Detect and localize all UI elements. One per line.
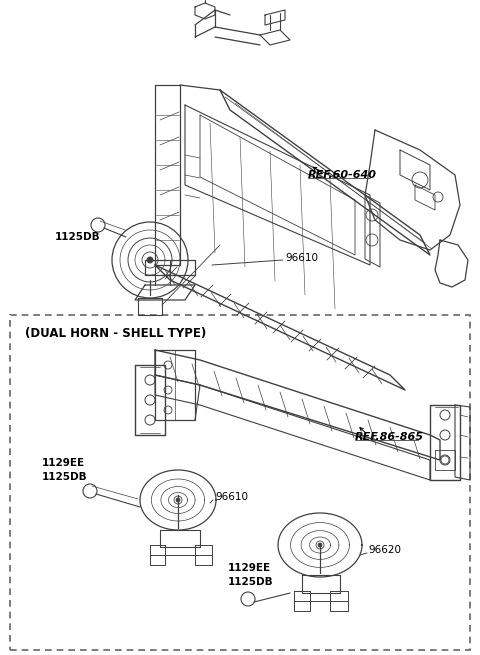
Bar (10, 315, 470, 650)
Text: 1129EE
1125DB: 1129EE 1125DB (228, 563, 274, 587)
Circle shape (147, 257, 153, 263)
Circle shape (316, 541, 324, 549)
Circle shape (174, 496, 182, 504)
Circle shape (176, 498, 180, 502)
Text: 1129EE
1125DB: 1129EE 1125DB (42, 458, 88, 481)
Text: 96610: 96610 (285, 253, 318, 263)
Text: 96610: 96610 (215, 492, 248, 502)
Text: REF.60-640: REF.60-640 (308, 170, 377, 180)
Text: 96620: 96620 (368, 545, 401, 555)
Text: 1125DB: 1125DB (55, 232, 101, 242)
Text: REF.86-865: REF.86-865 (355, 432, 424, 442)
Text: (DUAL HORN - SHELL TYPE): (DUAL HORN - SHELL TYPE) (25, 327, 206, 340)
Circle shape (318, 543, 322, 547)
